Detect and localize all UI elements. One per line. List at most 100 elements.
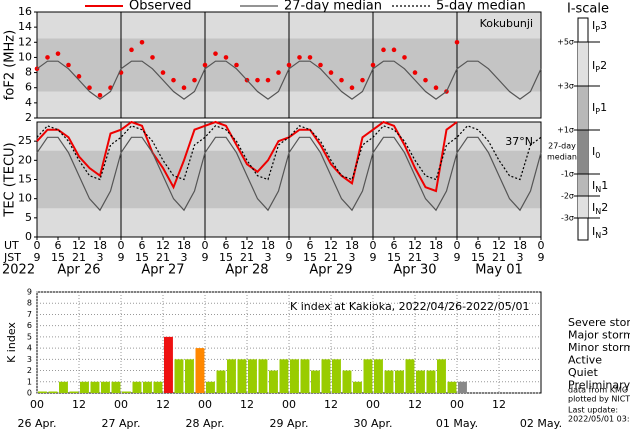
bar — [279, 359, 289, 393]
x-tick-label: 0 — [34, 239, 41, 252]
observed-point — [213, 51, 218, 56]
bar — [111, 381, 121, 393]
bar — [153, 381, 163, 393]
bar — [458, 381, 467, 393]
x-tick-label: 18 — [177, 239, 191, 252]
legend-label: Observed — [129, 0, 192, 14]
observed-point — [381, 47, 386, 53]
k-legend-label: Preliminary — [568, 379, 630, 392]
y-tick-label: 0 — [27, 389, 32, 398]
zone-part: I — [592, 101, 595, 114]
x-tick-label: 0 — [454, 239, 461, 252]
observed-point — [349, 85, 355, 91]
zone-part: I — [592, 59, 595, 72]
y-tick-label: 9 — [27, 288, 32, 297]
y-tick-label: 5 — [27, 332, 32, 341]
zone-part: I — [592, 201, 595, 214]
year-label: 2022 — [2, 263, 35, 278]
x-tick-label: 0 — [286, 239, 293, 252]
annotation: Kokubunji — [480, 17, 533, 30]
i-scale-zone: IN2 — [592, 201, 608, 216]
x-tick-label: 12 — [240, 239, 254, 252]
jst-tick-label: 15 — [471, 251, 485, 264]
x-tick-label: 6 — [223, 239, 230, 252]
observed-point — [265, 77, 271, 83]
y-tick-label: 5 — [25, 211, 32, 224]
date-label: 27 Apr. — [101, 417, 140, 430]
x-tick-label: 0 — [118, 239, 125, 252]
bar — [437, 359, 446, 393]
bar — [363, 359, 373, 393]
observed-point — [318, 62, 323, 68]
bar — [416, 370, 425, 393]
bar — [321, 359, 331, 393]
observed-point — [286, 62, 292, 68]
series-line — [36, 120, 458, 193]
date-label: 29 Apr. — [269, 417, 308, 430]
zone-part: 1 — [601, 179, 608, 192]
observed-point — [97, 92, 103, 98]
jst-label: JST — [3, 251, 21, 264]
y-tick-label: 10 — [18, 50, 32, 63]
annotation: 37°N — [505, 135, 533, 148]
observed-point — [328, 70, 334, 75]
i-scale-level: +1σ — [557, 126, 574, 135]
date-label: 02 May. — [520, 417, 562, 430]
x-tick-label: 18 — [93, 239, 107, 252]
x-tick-label: 00 — [114, 398, 128, 411]
observed-point — [139, 39, 145, 45]
bar — [143, 381, 152, 393]
x-tick-label: 00 — [450, 398, 464, 411]
zone-part: I — [592, 19, 595, 32]
zone-part: P — [595, 107, 600, 116]
y-tick-label: 4 — [25, 96, 32, 109]
zone-part: I — [592, 225, 595, 238]
i-scale-level: +3σ — [557, 82, 574, 91]
jst-tick-label: 21 — [156, 251, 170, 264]
bar — [69, 391, 79, 393]
x-tick-label: 00 — [282, 398, 296, 411]
observed-point — [433, 85, 439, 91]
y-tick-label: 25 — [18, 134, 32, 147]
bar — [447, 381, 457, 393]
k-legend-label: Active — [568, 354, 602, 367]
jst-tick-label: 9 — [286, 251, 293, 264]
observed-point — [129, 47, 134, 53]
i-scale-zone: IN1 — [592, 179, 608, 194]
jst-tick-label: 21 — [72, 251, 86, 264]
y-tick-label: 20 — [18, 153, 32, 166]
bar — [332, 359, 341, 393]
series-line — [36, 136, 542, 212]
y-tick-label: 14 — [18, 20, 32, 33]
date-label: Apr 30 — [393, 263, 436, 278]
jst-tick-label: 3 — [181, 251, 188, 264]
i-scale-zone: IP1 — [592, 101, 607, 116]
observed-point — [66, 62, 71, 68]
y-tick-label: 0 — [25, 230, 32, 243]
i-scale-zone: IN3 — [592, 225, 608, 240]
x-tick-label: 12 — [156, 239, 170, 252]
observed-point — [223, 55, 229, 60]
bar — [290, 359, 299, 393]
y-tick-label: 6 — [27, 321, 32, 330]
date-label: 26 Apr. — [17, 417, 56, 430]
y-axis-label: foF2 (MHz) — [3, 30, 18, 100]
i-scale-level: -3σ — [561, 214, 574, 223]
zone-part: 0 — [595, 151, 600, 160]
y-tick-label: 8 — [27, 299, 32, 308]
k-legend-label: Quiet — [568, 366, 598, 379]
observed-point — [171, 77, 176, 83]
legend-label: 5-day median — [436, 0, 526, 14]
bar — [80, 381, 89, 393]
jst-tick-label: 9 — [202, 251, 209, 264]
bar — [237, 359, 247, 393]
bar — [206, 381, 215, 393]
zone-part: 2 — [600, 59, 607, 72]
jst-tick-label: 15 — [219, 251, 233, 264]
observed-point — [454, 39, 460, 45]
bar — [132, 381, 142, 393]
jst-tick-label: 15 — [387, 251, 401, 264]
x-tick-label: 6 — [307, 239, 314, 252]
i-scale-band — [578, 130, 588, 174]
jst-tick-label: 3 — [349, 251, 356, 264]
